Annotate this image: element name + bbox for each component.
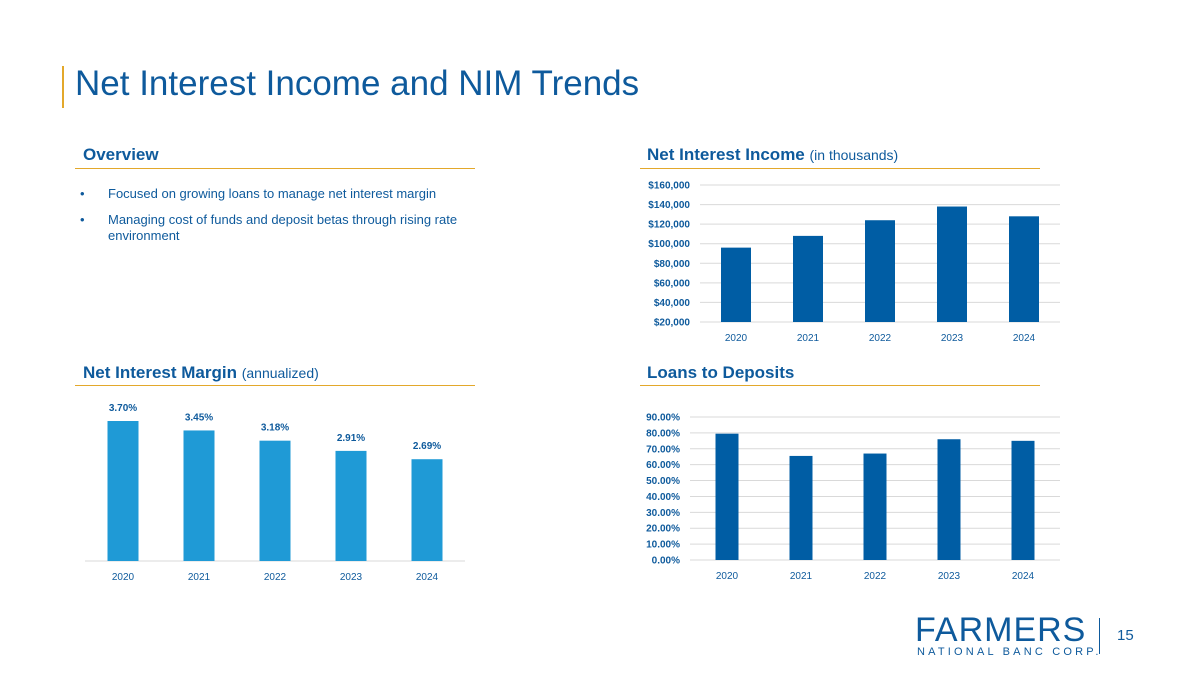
y-tick-label: $120,000: [648, 220, 690, 231]
nim-chart: 2020 3.70% 2021 3.45% 2022 3.18% 2023 2.91% 2024…: [85, 403, 465, 583]
nii-chart: $20,000 $40,000 $60,000 $80,000 $100,000 $120…: [648, 181, 1060, 344]
logo-wordmark: FARMERS: [915, 611, 1087, 649]
ltd-rule: [640, 385, 1040, 386]
x-tick-label: 2022: [869, 333, 892, 344]
bar: [107, 421, 139, 561]
nii-heading-sub: (in thousands): [809, 147, 899, 163]
x-tick-label: 2022: [264, 572, 287, 583]
y-tick-label: $60,000: [654, 278, 691, 289]
page-title: Net Interest Income and NIM Trends: [75, 64, 640, 103]
bar: [789, 455, 813, 560]
overview-bullet-list: • Focused on growing loans to manage net…: [80, 186, 500, 254]
nii-rule: [640, 168, 1040, 169]
y-tick-label: $20,000: [654, 318, 691, 329]
y-tick-label: 0.00%: [652, 556, 680, 567]
x-tick-label: 2020: [716, 571, 739, 582]
bar: [411, 459, 443, 561]
nim-heading: Net Interest Margin (annualized): [83, 363, 319, 383]
title-accent-bar: [62, 66, 64, 108]
bullet-symbol: •: [80, 186, 85, 201]
page-number: 15: [1117, 627, 1134, 644]
bullet-text: Focused on growing loans to manage net i…: [108, 186, 437, 201]
x-tick-label: 2023: [340, 572, 363, 583]
x-tick-label: 2021: [188, 572, 211, 583]
bar: [335, 450, 367, 561]
list-item: • Focused on growing loans to manage net…: [80, 186, 500, 202]
x-tick-label: 2023: [938, 571, 961, 582]
farmers-logo: FARMERS NATIONAL BANC CORP.: [915, 611, 1098, 660]
y-tick-label: 70.00%: [646, 444, 680, 455]
y-tick-label: 60.00%: [646, 460, 680, 471]
bar: [863, 453, 887, 560]
bar: [1009, 216, 1039, 322]
y-tick-label: 80.00%: [646, 428, 680, 439]
nii-heading-text: Net Interest Income: [647, 145, 805, 164]
y-tick-label: 40.00%: [646, 492, 680, 503]
y-tick-label: 50.00%: [646, 476, 680, 487]
bar: [865, 220, 895, 322]
y-tick-label: $140,000: [648, 200, 690, 211]
y-tick-label: 10.00%: [646, 540, 680, 551]
x-tick-label: 2024: [1012, 571, 1035, 582]
x-tick-label: 2020: [725, 333, 748, 344]
bar: [937, 206, 967, 322]
y-tick-label: $40,000: [654, 298, 691, 309]
ltd-chart: 0.00% 10.00% 20.00% 30.00% 40.00% 50.00% 60.00…: [646, 413, 1060, 582]
nii-heading: Net Interest Income (in thousands): [647, 145, 898, 165]
data-label: 3.18%: [261, 423, 289, 434]
overview-heading: Overview: [83, 145, 159, 165]
x-tick-label: 2023: [941, 333, 964, 344]
nim-heading-text: Net Interest Margin: [83, 363, 237, 382]
x-tick-label: 2022: [864, 571, 887, 582]
logo-subtitle: NATIONAL BANC CORP.: [917, 646, 1102, 658]
bar: [183, 430, 215, 561]
x-tick-label: 2024: [416, 572, 439, 583]
x-tick-label: 2021: [797, 333, 820, 344]
x-tick-label: 2021: [790, 571, 813, 582]
y-tick-label: 20.00%: [646, 524, 680, 535]
bar: [259, 440, 291, 561]
overview-heading-text: Overview: [83, 145, 159, 164]
bar: [1011, 440, 1035, 560]
x-tick-label: 2024: [1013, 333, 1036, 344]
y-tick-label: $100,000: [648, 239, 690, 250]
y-tick-label: $80,000: [654, 259, 691, 270]
bullet-symbol: •: [80, 212, 85, 227]
bar: [715, 433, 739, 560]
list-item: • Managing cost of funds and deposit bet…: [80, 212, 500, 244]
y-tick-label: 90.00%: [646, 413, 680, 424]
ltd-heading-text: Loans to Deposits: [647, 363, 795, 382]
bullet-text: Managing cost of funds and deposit betas…: [108, 212, 458, 243]
data-label: 3.70%: [109, 403, 137, 414]
logo-divider: [1099, 618, 1100, 654]
bar: [793, 235, 823, 322]
nim-heading-sub: (annualized): [241, 365, 319, 381]
y-tick-label: $160,000: [648, 181, 690, 192]
overview-rule: [75, 168, 475, 169]
bar: [937, 439, 961, 560]
y-tick-label: 30.00%: [646, 508, 680, 519]
data-label: 3.45%: [185, 412, 213, 423]
nim-rule: [75, 385, 475, 386]
bar: [721, 247, 751, 322]
x-tick-label: 2020: [112, 572, 135, 583]
data-label: 2.91%: [337, 433, 365, 444]
ltd-heading: Loans to Deposits: [647, 363, 794, 383]
data-label: 2.69%: [413, 441, 441, 452]
